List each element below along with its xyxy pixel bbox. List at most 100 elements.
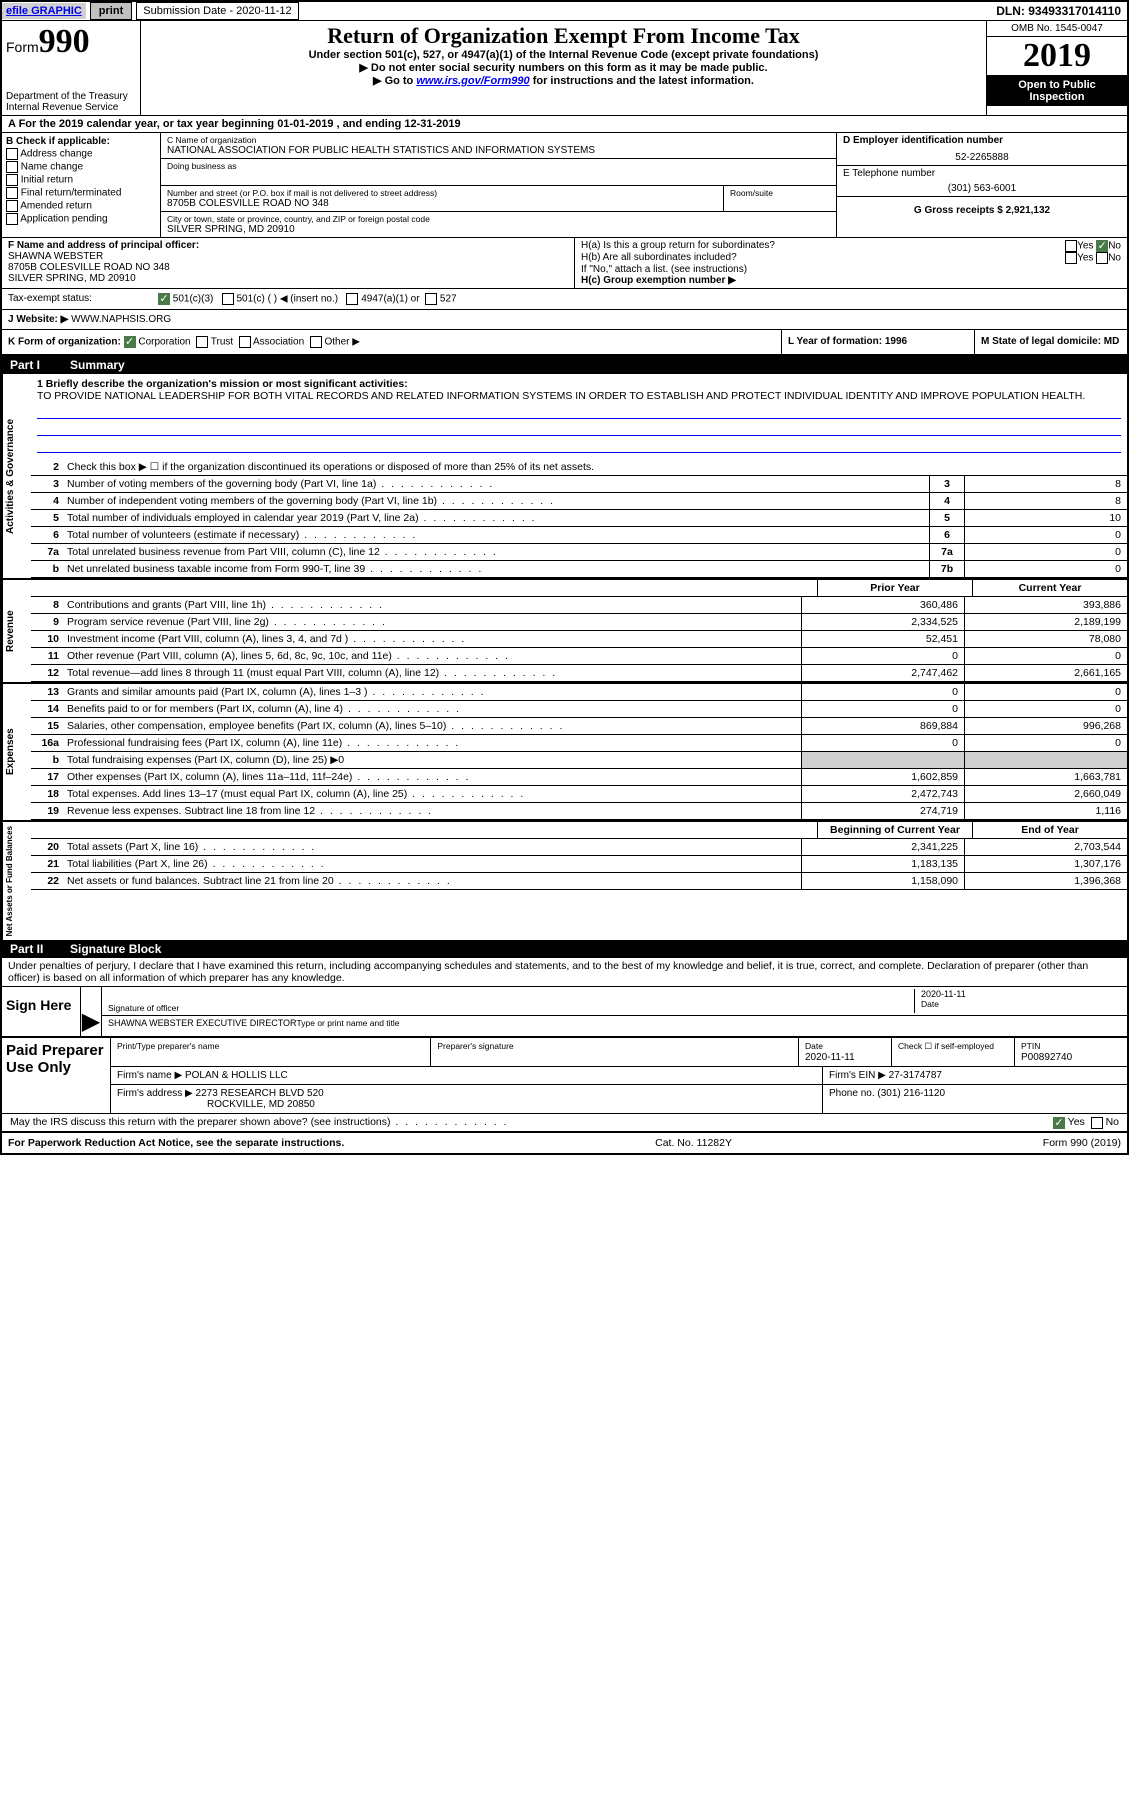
ha-yes[interactable] — [1065, 240, 1077, 252]
section-b-through-g: B Check if applicable: Address change Na… — [2, 133, 1127, 238]
sub3-post: for instructions and the latest informat… — [530, 75, 754, 87]
ln-num: 16a — [31, 735, 63, 751]
line-17: 17Other expenses (Part IX, column (A), l… — [31, 769, 1127, 786]
ln-num: 19 — [31, 803, 63, 819]
ln-desc: Revenue less expenses. Subtract line 18 … — [63, 803, 801, 819]
ln-py — [801, 752, 964, 768]
opt-527: 527 — [440, 294, 457, 305]
prep-sig-label: Preparer's signature — [431, 1038, 799, 1066]
ln-desc: Total number of individuals employed in … — [63, 510, 929, 526]
hb-no[interactable] — [1096, 252, 1108, 264]
ln-num: 5 — [31, 510, 63, 526]
expenses-section: Expenses 13Grants and similar amounts pa… — [2, 682, 1127, 820]
cb-trust[interactable] — [196, 336, 208, 348]
box-b-title: B Check if applicable: — [6, 136, 110, 147]
h-b-note: If "No," attach a list. (see instruction… — [581, 264, 1121, 275]
tax-exempt-label: Tax-exempt status: — [8, 293, 158, 305]
ln-num: 15 — [31, 718, 63, 734]
row-i-tax-exempt: Tax-exempt status: ✓ 501(c)(3) 501(c) ( … — [2, 289, 1127, 310]
ln-cy: 1,307,176 — [964, 856, 1127, 872]
insp2: Inspection — [989, 91, 1125, 103]
ha-no-checked[interactable]: ✓ — [1096, 240, 1108, 252]
cb-name-change[interactable] — [6, 161, 18, 173]
officer-addr2: SILVER SPRING, MD 20910 — [8, 273, 568, 284]
sig-date: 2020-11-11 — [921, 989, 1121, 999]
footer: For Paperwork Reduction Act Notice, see … — [2, 1132, 1127, 1153]
ln-desc: Number of voting members of the governin… — [63, 476, 929, 492]
footer-mid: Cat. No. 11282Y — [344, 1137, 1043, 1149]
mission-line-3 — [37, 438, 1121, 453]
ln-num: b — [31, 561, 63, 577]
ln-py: 869,884 — [801, 718, 964, 734]
opt-address-change: Address change — [20, 149, 92, 160]
opt-assoc: Association — [253, 337, 304, 348]
city-label: City or town, state or province, country… — [167, 214, 830, 224]
ln-desc: Benefits paid to or for members (Part IX… — [63, 701, 801, 717]
revenue-section: Revenue Prior Year Current Year 8Contrib… — [2, 578, 1127, 682]
officer-label: F Name and address of principal officer: — [8, 240, 199, 251]
cb-app-pending[interactable] — [6, 213, 18, 225]
firm-name-label: Firm's name ▶ — [117, 1070, 182, 1081]
cb-initial-return[interactable] — [6, 174, 18, 186]
cb-501c3-checked[interactable]: ✓ — [158, 293, 170, 305]
mission-text: TO PROVIDE NATIONAL LEADERSHIP FOR BOTH … — [37, 390, 1121, 402]
cb-4947[interactable] — [346, 293, 358, 305]
opt-other: Other ▶ — [324, 337, 359, 348]
discuss-yes-checked[interactable]: ✓ — [1053, 1117, 1065, 1129]
part-1-title: Summary — [70, 358, 125, 372]
ln-desc: Total number of volunteers (estimate if … — [63, 527, 929, 543]
ln-num: 4 — [31, 493, 63, 509]
footer-left: For Paperwork Reduction Act Notice, see … — [8, 1137, 344, 1149]
cb-other[interactable] — [310, 336, 322, 348]
paid-preparer-row: Paid Preparer Use Only Print/Type prepar… — [2, 1037, 1127, 1113]
ln-num: 12 — [31, 665, 63, 681]
hb-yes[interactable] — [1065, 252, 1077, 264]
row-j-website: J Website: ▶ WWW.NAPHSIS.ORG — [2, 310, 1127, 330]
no-label2: No — [1108, 253, 1121, 264]
ln-num: 8 — [31, 597, 63, 613]
ln-num: 10 — [31, 631, 63, 647]
cb-assoc[interactable] — [239, 336, 251, 348]
ln-num: 22 — [31, 873, 63, 889]
efile-link[interactable]: efile GRAPHIC — [2, 3, 86, 19]
ln-py: 274,719 — [801, 803, 964, 819]
cb-final-return[interactable] — [6, 187, 18, 199]
firm-addr-label: Firm's address ▶ — [117, 1088, 193, 1099]
header-sub2: ▶ Do not enter social security numbers o… — [145, 61, 982, 74]
cb-corp-checked[interactable]: ✓ — [124, 336, 136, 348]
part-2-num: Part II — [10, 942, 60, 956]
ln-num: 9 — [31, 614, 63, 630]
ln-py: 0 — [801, 735, 964, 751]
dln-number: DLN: 93493317014110 — [996, 4, 1127, 18]
form-title: Return of Organization Exempt From Incom… — [145, 23, 982, 49]
ln-desc: Total assets (Part X, line 16) — [63, 839, 801, 855]
discuss-no[interactable] — [1091, 1117, 1103, 1129]
cb-address-change[interactable] — [6, 148, 18, 160]
ln-desc: Other revenue (Part VIII, column (A), li… — [63, 648, 801, 664]
inspection-notice: Open to Public Inspection — [987, 76, 1127, 106]
tax-year: 2019 — [987, 37, 1127, 76]
form-990-page: efile GRAPHIC print Submission Date - 20… — [0, 0, 1129, 1155]
header-right: OMB No. 1545-0047 2019 Open to Public In… — [986, 21, 1127, 115]
cb-amended[interactable] — [6, 200, 18, 212]
governance-section: Activities & Governance 1 Briefly descri… — [2, 374, 1127, 578]
ln-cy: 2,661,165 — [964, 665, 1127, 681]
ln-py: 1,602,859 — [801, 769, 964, 785]
cb-501c[interactable] — [222, 293, 234, 305]
website-label: J Website: ▶ — [8, 314, 68, 325]
irs-link[interactable]: www.irs.gov/Form990 — [416, 75, 529, 87]
h-b-label: H(b) Are all subordinates included? — [581, 252, 737, 264]
footer-right: Form 990 (2019) — [1043, 1137, 1121, 1149]
print-button[interactable]: print — [90, 2, 132, 20]
ptin-val: P00892740 — [1021, 1052, 1072, 1063]
firm-name: POLAN & HOLLIS LLC — [185, 1070, 288, 1081]
mission-line-1 — [37, 404, 1121, 419]
ln-cy: 0 — [964, 648, 1127, 664]
cb-527[interactable] — [425, 293, 437, 305]
officer-addr1: 8705B COLESVILLE ROAD NO 348 — [8, 262, 568, 273]
line-4: 4Number of independent voting members of… — [31, 493, 1127, 510]
line-19: 19Revenue less expenses. Subtract line 1… — [31, 803, 1127, 820]
row-k-form-org: K Form of organization: ✓ Corporation Tr… — [2, 330, 1127, 356]
ln-val: 8 — [964, 493, 1127, 509]
opt-amended: Amended return — [20, 201, 92, 212]
